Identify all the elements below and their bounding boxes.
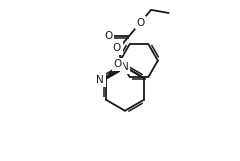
Text: O: O <box>137 18 145 28</box>
Text: N: N <box>121 62 129 72</box>
Text: N: N <box>96 75 104 85</box>
Text: O: O <box>104 31 113 41</box>
Text: O: O <box>113 43 121 53</box>
Text: O: O <box>114 59 122 69</box>
